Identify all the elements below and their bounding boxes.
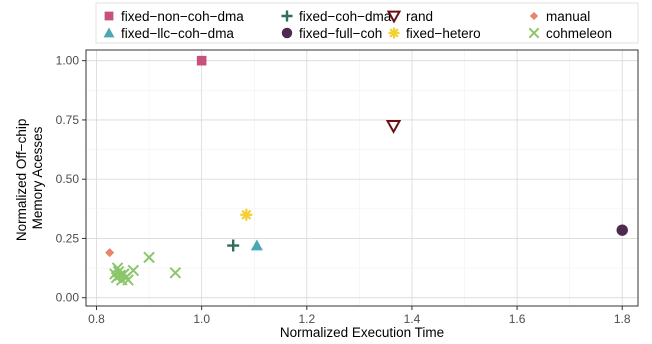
x-tick-label: 0.8 [88, 312, 105, 326]
x-tick-label: 1.2 [298, 312, 315, 326]
data-point-marker [122, 274, 134, 286]
y-tick-label: 0.50 [56, 172, 80, 186]
data-point-marker [143, 251, 155, 264]
data-point-marker [616, 224, 628, 236]
legend-item: fixed−hetero [388, 26, 481, 41]
legend-marker [103, 27, 115, 38]
y-tick-label: 0.25 [56, 231, 80, 245]
x-tick-label: 1.6 [509, 312, 526, 326]
legend-label: fixed−full−coh [299, 26, 382, 41]
legend-marker [529, 11, 539, 21]
y-tick-label: 1.00 [56, 54, 80, 68]
legend-marker [388, 27, 400, 39]
y-axis-title-line-2: Memory Acesses [30, 126, 45, 229]
axis-ticks: 0.8 1.0 1.2 1.4 1.6 1.8 0.00 0.25 0.50 0.75 1.00 [56, 54, 631, 326]
y-tick-label: 0.00 [56, 291, 80, 305]
legend-marker [281, 10, 293, 22]
legend-label: fixed−llc−coh−dma [121, 26, 234, 41]
y-tick-label: 0.75 [56, 113, 80, 127]
legend: fixed−non−coh−dma fixed−llc−coh−dma fixed−… [95, 2, 639, 44]
series-3 [616, 224, 628, 236]
data-point-marker [169, 267, 182, 279]
legend-item: rand [386, 9, 433, 24]
series-6 [105, 248, 115, 258]
series-4 [385, 120, 402, 134]
legend-item: fixed−non−coh−dma [104, 9, 244, 24]
data-point-marker [385, 120, 402, 134]
y-axis-title: Normalized Off−chip Memory Acesses [14, 115, 45, 241]
legend-box [95, 2, 639, 44]
data-point-marker [112, 265, 125, 278]
legend-item: cohmeleon [528, 26, 612, 41]
legend-label: cohmeleon [546, 26, 612, 41]
series-0 [196, 55, 207, 66]
series-1 [250, 239, 263, 251]
x-axis-title: Normalized Execution Time [280, 325, 444, 340]
plot-panel-border [85, 49, 639, 307]
data-point-marker [240, 208, 253, 221]
legend-item: fixed−full−coh [281, 26, 382, 41]
legend-item: fixed−coh−dma [281, 9, 392, 24]
grid [86, 50, 638, 306]
legend-label: fixed−hetero [406, 26, 481, 41]
series-5 [240, 208, 253, 221]
data-point-marker [196, 55, 207, 66]
legend-label: fixed−non−coh−dma [121, 9, 244, 24]
data-points [105, 55, 628, 286]
legend-item: fixed−llc−coh−dma [103, 26, 234, 41]
x-tick-label: 1.0 [193, 312, 210, 326]
legend-marker [104, 11, 114, 21]
legend-marker [386, 10, 402, 24]
legend-label: manual [546, 9, 590, 24]
x-tick-label: 1.4 [404, 312, 421, 326]
legend-item: manual [529, 9, 590, 24]
legend-label: fixed−coh−dma [299, 9, 392, 24]
legend-marker [281, 27, 293, 39]
legend-label: rand [406, 9, 433, 24]
data-point-marker [105, 248, 115, 258]
legend-marker [528, 27, 540, 39]
data-point-marker [227, 239, 240, 252]
y-axis-title-line-1: Normalized Off−chip [14, 119, 29, 241]
x-tick-label: 1.8 [614, 312, 631, 326]
data-point-marker [250, 239, 263, 251]
series-2 [227, 239, 240, 252]
series-7 [109, 251, 182, 286]
